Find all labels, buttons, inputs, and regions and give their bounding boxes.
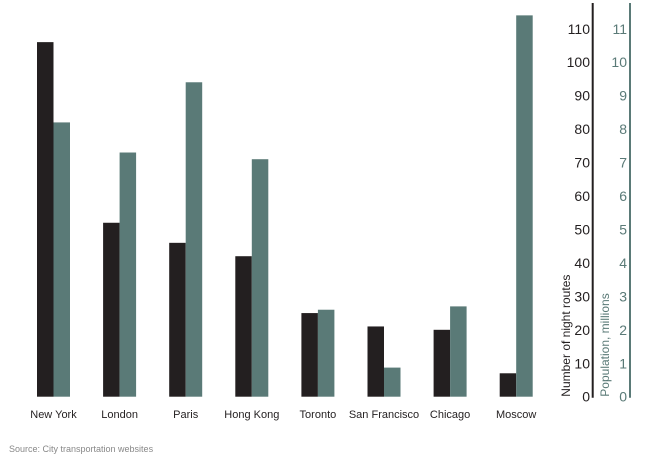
category-label: Toronto xyxy=(300,409,337,421)
bar-right-0 xyxy=(53,122,70,397)
right-tick-label: 6 xyxy=(619,188,627,204)
left-tick-label: 100 xyxy=(567,54,591,70)
category-label: London xyxy=(101,409,138,421)
bar-right-4 xyxy=(317,309,335,397)
bar-left-4 xyxy=(301,313,318,397)
left-axis-title: Number of night routes xyxy=(559,275,573,397)
right-tick-label: 4 xyxy=(619,255,627,271)
left-tick-label: 90 xyxy=(574,88,590,104)
right-tick-label: 11 xyxy=(612,21,627,37)
bar-left-6 xyxy=(433,329,451,397)
category-label: Hong Kong xyxy=(224,409,279,421)
left-tick-label: 20 xyxy=(574,322,590,338)
bar-left-3 xyxy=(235,256,252,397)
category-label: New York xyxy=(30,409,77,421)
source-note: Source: City transportation websites xyxy=(9,444,154,454)
category-label: Chicago xyxy=(430,409,470,421)
right-tick-label: 1 xyxy=(619,355,627,371)
bar-right-7 xyxy=(516,15,533,397)
bar-right-2 xyxy=(185,82,203,397)
bar-left-1 xyxy=(103,222,120,397)
left-tick-label: 50 xyxy=(574,221,590,237)
left-tick-label: 110 xyxy=(568,21,591,37)
right-tick-label: 7 xyxy=(619,155,627,171)
category-label: Paris xyxy=(173,409,199,421)
bar-left-5 xyxy=(367,326,384,397)
left-tick-label: 40 xyxy=(574,255,590,271)
right-tick-label: 0 xyxy=(619,389,627,405)
bar-left-0 xyxy=(37,42,54,397)
right-tick-label: 3 xyxy=(619,288,627,304)
bar-right-5 xyxy=(384,367,401,397)
left-tick-label: 0 xyxy=(582,389,590,405)
right-tick-label: 10 xyxy=(611,54,627,70)
left-tick-label: 60 xyxy=(574,188,590,204)
bar-right-1 xyxy=(119,152,137,397)
bar-left-7 xyxy=(499,373,517,397)
left-tick-label: 30 xyxy=(574,288,590,304)
bar-right-6 xyxy=(450,306,467,397)
bar-right-3 xyxy=(251,159,269,397)
left-tick-label: 10 xyxy=(574,355,590,371)
category-label: San Francisco xyxy=(349,409,419,421)
right-tick-label: 5 xyxy=(619,221,627,237)
category-label: Moscow xyxy=(496,409,536,421)
right-tick-label: 2 xyxy=(619,322,627,338)
bar-left-2 xyxy=(169,242,186,397)
left-tick-label: 80 xyxy=(574,121,590,137)
right-axis-title: Population, millions xyxy=(598,293,612,396)
right-tick-label: 8 xyxy=(619,121,627,137)
left-tick-label: 70 xyxy=(574,155,590,171)
right-tick-label: 9 xyxy=(619,88,627,104)
